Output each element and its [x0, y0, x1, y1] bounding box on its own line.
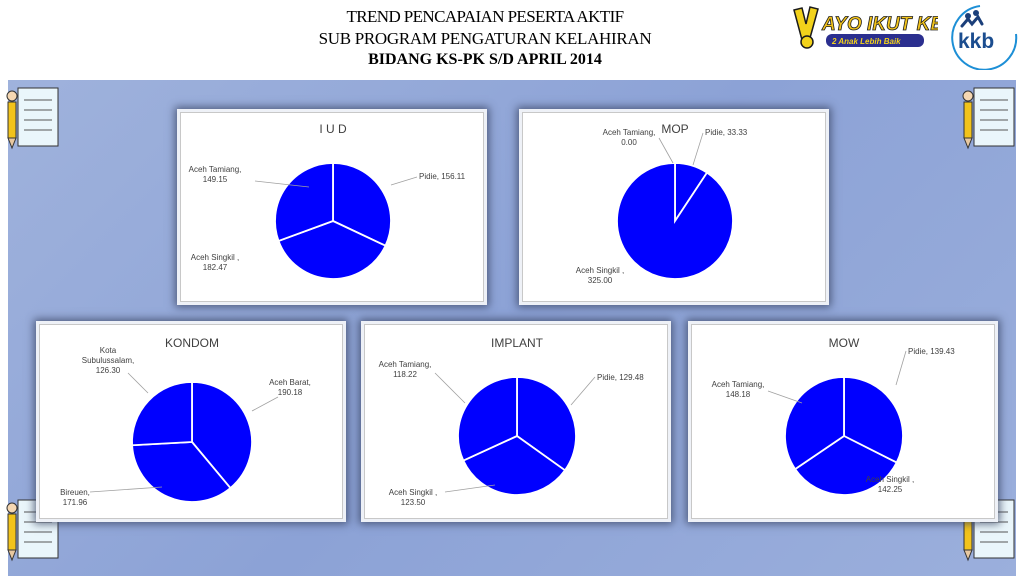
- chart-card-mow: MOW Pidie, 139.43 Aceh Singkil , 142.25 Aceh…: [691, 324, 995, 519]
- data-label: Pidie, 139.43: [908, 347, 955, 356]
- title-line-1: TREND PENCAPAIAN PESERTA AKTIF: [346, 7, 624, 26]
- data-label: Pidie, 129.48: [597, 373, 644, 382]
- ayo-logo-text: AYO IKUT KB: [821, 14, 938, 35]
- title-line-3: BIDANG KS-PK S/D APRIL 2014: [368, 51, 602, 68]
- leader-line: [127, 372, 149, 394]
- data-label: Kota Subulussalam, 126.30: [82, 346, 134, 375]
- data-label: Aceh Singkil , 325.00: [576, 266, 624, 285]
- pie-slice-aceh-tamiang: [457, 376, 518, 462]
- data-label: Aceh Singkil , 182.47: [191, 253, 239, 272]
- leader-line: [390, 176, 418, 186]
- pie-slice-aceh-singkil: [277, 220, 387, 280]
- pie-slice-kota-subulussalam: [131, 381, 193, 447]
- leader-line: [434, 372, 466, 404]
- chart-card-iud: I U D Pidie, 156.11 Aceh Singkil , 182.47 Ac…: [180, 112, 484, 302]
- pie-slice-aceh-singkil: [616, 162, 734, 280]
- pie-slice-aceh-tamiang: [784, 376, 845, 471]
- chart-title: MOP: [661, 122, 688, 136]
- pie-slice-bireuen: [131, 441, 232, 503]
- chart-title: IMPLANT: [491, 336, 544, 350]
- title-line-2: SUB PROGRAM PENGATURAN KELAHIRAN: [318, 29, 652, 48]
- chart-title: I U D: [319, 122, 347, 136]
- pie-slice-pidie: [332, 162, 392, 247]
- pie-slice-aceh-barat: [191, 381, 253, 490]
- ayo-logo-subtext: 2 Anak Lebih Baik: [831, 37, 901, 46]
- pie-chart-mop: MOP Pidie, 33.33 Aceh Singkil , 325.00 Aceh …: [576, 122, 748, 285]
- chart-card-mop: MOP Pidie, 33.33 Aceh Singkil , 325.00 Aceh …: [522, 112, 826, 302]
- data-label: Aceh Tamiang, 118.22: [379, 360, 432, 379]
- data-label: Aceh Tamiang, 149.15: [189, 165, 242, 184]
- pie-slice-aceh-tamiang: [274, 162, 334, 243]
- chart-card-implant: IMPLANT Pidie, 129.48 Aceh Singkil , 123.50…: [364, 324, 668, 519]
- leader-line: [767, 390, 803, 404]
- data-label: Aceh Singkil , 142.25: [866, 475, 914, 494]
- pie-chart-mow: MOW Pidie, 139.43 Aceh Singkil , 142.25 Aceh…: [712, 336, 955, 496]
- data-label: Aceh Barat, 190.18: [269, 378, 311, 397]
- leader-line: [444, 484, 496, 493]
- chart-title: KONDOM: [165, 336, 219, 350]
- header: TREND PENCAPAIAN PESERTA AKTIF SUB PROGR…: [0, 0, 1024, 80]
- pie-chart-kondom: KONDOM Aceh Barat, 190.18 Bireuen, 171.96 Kot…: [60, 336, 311, 507]
- chart-card-kondom: KONDOM Aceh Barat, 190.18 Bireuen, 171.96 Kot…: [39, 324, 343, 519]
- leader-line: [692, 132, 704, 166]
- data-label: Bireuen, 171.96: [60, 488, 90, 507]
- leader-line: [89, 486, 163, 493]
- pie-slice-aceh-singkil: [793, 434, 898, 496]
- pie-slice-aceh-singkil: [462, 434, 567, 496]
- ayo-ikut-kb-logo: AYO IKUT KB 2 Anak Lebih Baik: [793, 6, 938, 49]
- leader-line: [251, 396, 279, 412]
- data-label: Pidie, 156.11: [419, 172, 466, 181]
- checklist-pencil-icon: [962, 87, 1015, 150]
- kkb-logo-text: kkb: [958, 30, 994, 53]
- chart-title: MOW: [829, 336, 860, 350]
- leader-line: [570, 376, 596, 406]
- pie-chart-implant: IMPLANT Pidie, 129.48 Aceh Singkil , 123.50…: [379, 336, 645, 507]
- data-label: Aceh Tamiang, 0.00: [603, 128, 656, 147]
- data-label: Aceh Tamiang, 148.18: [712, 380, 765, 399]
- checklist-pencil-icon: [6, 87, 59, 150]
- data-label: Pidie, 33.33: [705, 128, 748, 137]
- data-label: Aceh Singkil , 123.50: [389, 488, 437, 507]
- leader-line: [895, 350, 907, 386]
- pie-chart-iud: I U D Pidie, 156.11 Aceh Singkil , 182.47 Ac…: [189, 122, 466, 280]
- leader-line: [254, 180, 310, 188]
- pie-slice-pidie: [516, 376, 577, 472]
- kkb-logo: kkb: [951, 5, 1018, 70]
- leader-line: [658, 137, 674, 164]
- pie-slice-pidie: [843, 376, 904, 464]
